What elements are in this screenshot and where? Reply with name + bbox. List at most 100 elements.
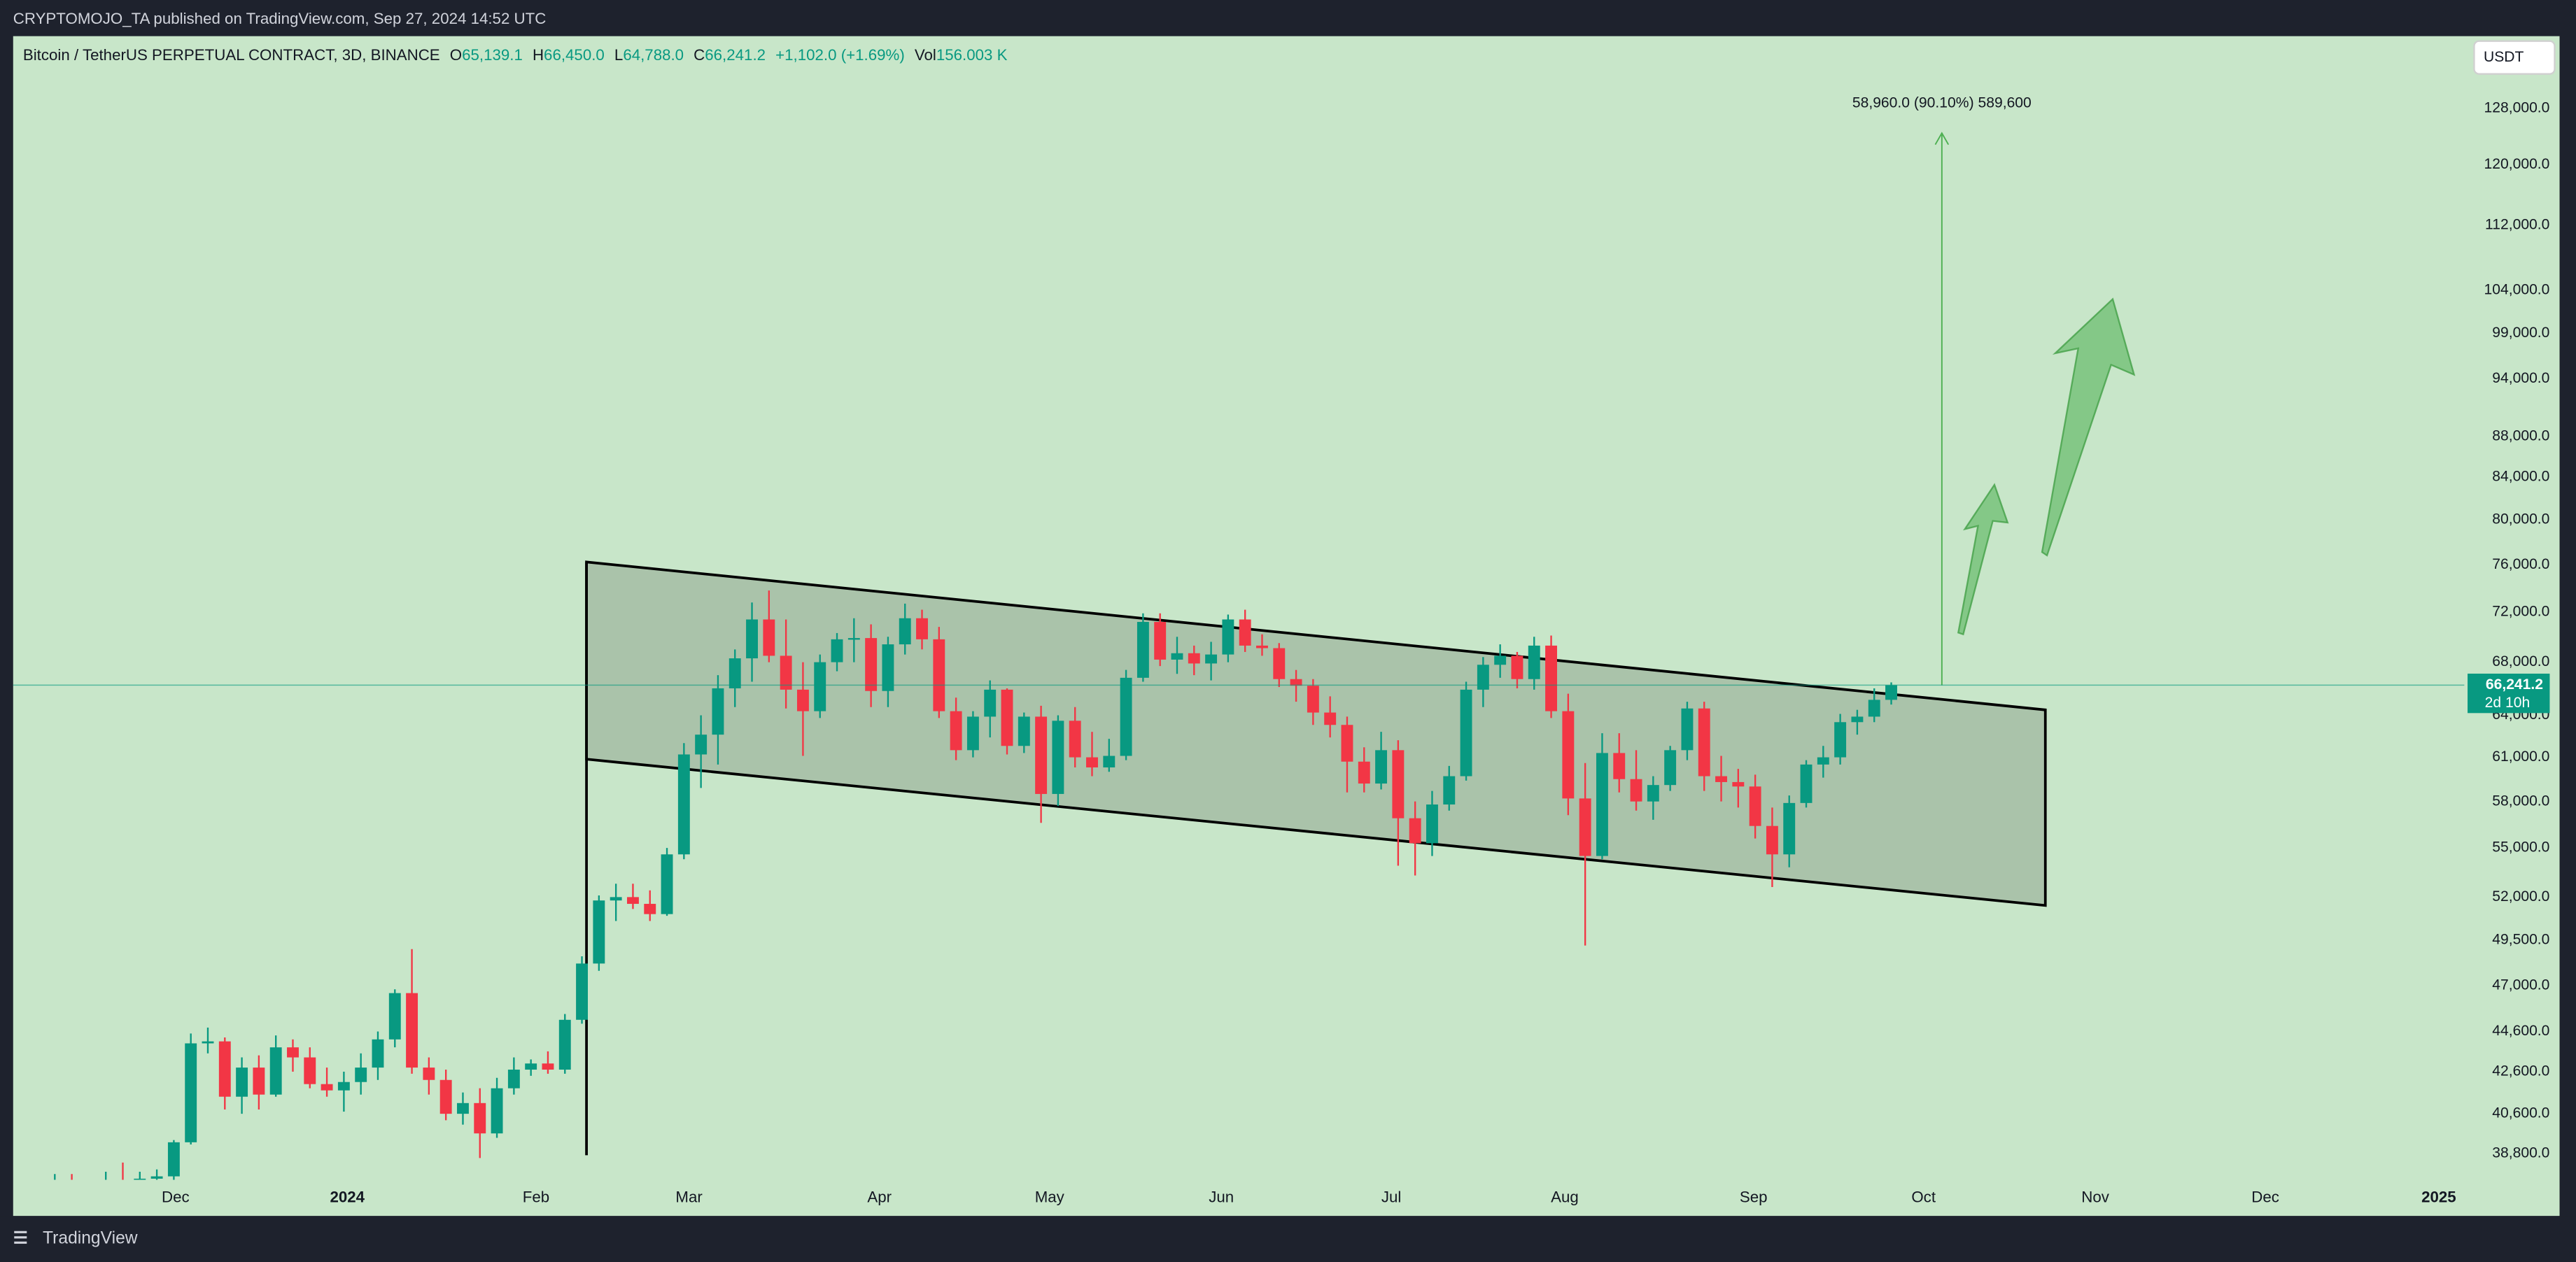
- y-tick-label: 80,000.0: [2492, 511, 2549, 527]
- brand: TradingView: [43, 1229, 138, 1248]
- y-tick-label: 72,000.0: [2492, 604, 2549, 620]
- candle-body: [1885, 685, 1897, 700]
- candle-body: [1494, 655, 1507, 665]
- candle-body: [933, 639, 945, 711]
- candles: [54, 590, 1897, 1180]
- candle-body: [321, 1084, 333, 1091]
- candle-body: [814, 662, 826, 711]
- candle-body: [457, 1103, 469, 1114]
- legend-value: 65,139.1: [462, 46, 523, 64]
- y-tick-label: 38,800.0: [2492, 1144, 2549, 1161]
- y-tick-label: 42,600.0: [2492, 1063, 2549, 1079]
- x-tick-label: Nov: [2081, 1188, 2109, 1205]
- candle-body: [1136, 622, 1149, 678]
- last-price-label: 66,241.2: [2486, 676, 2543, 693]
- candle-body: [388, 993, 401, 1040]
- y-tick-label: 49,500.0: [2492, 932, 2549, 948]
- publisher: CRYPTOMOJO_TA published on TradingView.c…: [13, 10, 547, 27]
- candle-body: [218, 1041, 231, 1097]
- candle-body: [167, 1142, 180, 1177]
- x-tick-label: Apr: [867, 1188, 892, 1205]
- x-tick-label: Dec: [2251, 1188, 2279, 1205]
- candle-body: [729, 658, 741, 688]
- x-tick-label: Feb: [523, 1188, 549, 1205]
- candle-body: [1154, 622, 1167, 660]
- x-tick-label: Jul: [1381, 1188, 1402, 1205]
- candle-body: [763, 619, 775, 656]
- candle-body: [542, 1063, 554, 1070]
- candle-body: [253, 1068, 265, 1095]
- candle-body: [712, 688, 724, 735]
- candle-body: [695, 735, 708, 755]
- candle-body: [626, 897, 639, 905]
- candle-body: [1698, 708, 1710, 777]
- candle-body: [1596, 753, 1608, 856]
- candle-body: [593, 900, 605, 964]
- candle-body: [474, 1103, 486, 1134]
- candle-body: [1171, 653, 1183, 660]
- x-tick-label: 2024: [330, 1188, 365, 1205]
- candle-body: [372, 1039, 384, 1068]
- x-tick-label: 2025: [2421, 1188, 2456, 1205]
- currency-button[interactable]: [2473, 40, 2556, 75]
- x-tick-label: Dec: [162, 1188, 190, 1205]
- y-tick-label: 84,000.0: [2492, 469, 2549, 485]
- y-tick-label: 55,000.0: [2492, 839, 2549, 856]
- candle-body: [1817, 757, 1829, 765]
- candle-body: [1358, 761, 1370, 784]
- candle-body: [882, 644, 894, 691]
- candle-body: [610, 897, 622, 901]
- candle-body: [1069, 721, 1081, 758]
- legend-key: L: [614, 46, 623, 64]
- candle-body: [1222, 619, 1234, 655]
- candle-body: [966, 716, 979, 751]
- candle-body: [661, 854, 673, 914]
- candle-body: [796, 689, 809, 711]
- candle-body: [1273, 648, 1286, 679]
- y-tick-label: 76,000.0: [2492, 556, 2549, 572]
- candle-body: [1052, 721, 1064, 794]
- candle-body: [202, 1041, 214, 1044]
- y-tick-label: 99,000.0: [2492, 325, 2549, 341]
- candle-body: [576, 963, 589, 1020]
- candle-body: [1613, 753, 1626, 779]
- symbol: Bitcoin / TetherUS PERPETUAL CONTRACT, 3…: [23, 46, 440, 64]
- logo-mark: ☰: [13, 1228, 28, 1247]
- x-tick-label: Mar: [675, 1188, 703, 1205]
- candle-body: [644, 904, 656, 914]
- candle-body: [1307, 686, 1319, 713]
- candle-body: [1630, 779, 1642, 802]
- footer: [0, 1216, 2576, 1262]
- y-tick-label: 44,600.0: [2492, 1023, 2549, 1039]
- candle-body: [865, 638, 878, 691]
- currency[interactable]: USDT: [2484, 49, 2524, 65]
- candle-body: [1256, 645, 1268, 648]
- candle-body: [1800, 764, 1813, 803]
- arrow-large: [2041, 297, 2136, 557]
- legend-change: +1,102.0 (+1.69%): [775, 46, 905, 64]
- candle-body: [950, 711, 962, 751]
- candle-body: [1511, 655, 1523, 679]
- candle-body: [525, 1063, 537, 1070]
- y-tick-label: 40,600.0: [2492, 1105, 2549, 1121]
- legend-key: C: [694, 46, 705, 64]
- y-tick-label: 88,000.0: [2492, 427, 2549, 444]
- candle-body: [236, 1068, 248, 1097]
- candle-body: [1290, 679, 1302, 686]
- candle-body: [1647, 785, 1659, 802]
- candle-body: [1375, 750, 1388, 784]
- y-tick-label: 94,000.0: [2492, 370, 2549, 386]
- candle-body: [1324, 712, 1337, 725]
- candle-body: [1239, 619, 1251, 646]
- candle-body: [558, 1019, 571, 1070]
- candle-body: [1562, 711, 1575, 799]
- candle-body: [406, 993, 418, 1068]
- legend-value: 66,241.2: [705, 46, 766, 64]
- candle-body: [1103, 756, 1115, 768]
- candle-body: [355, 1068, 367, 1082]
- legend: Bitcoin / TetherUS PERPETUAL CONTRACT, 3…: [23, 46, 1008, 64]
- legend-key: O: [450, 46, 462, 64]
- candle-body: [1545, 645, 1558, 711]
- candle-body: [1868, 700, 1880, 717]
